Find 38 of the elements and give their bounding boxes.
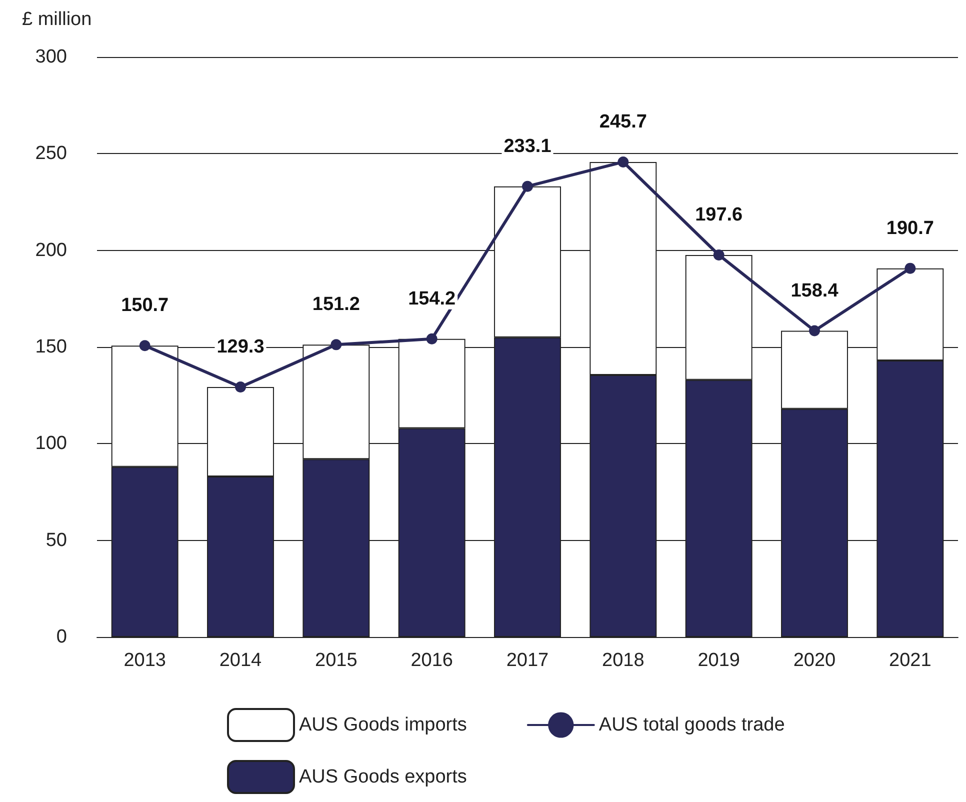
data-label: 190.7 [886, 218, 934, 239]
y-tick-label: 300 [35, 46, 67, 68]
x-tick-label: 2020 [793, 650, 836, 671]
y-axis-title: £ million [22, 9, 92, 30]
point [330, 339, 342, 350]
legend-label: AUS Goods exports [299, 766, 467, 788]
point [426, 333, 438, 344]
point [618, 156, 629, 168]
y-tick-label: 0 [56, 626, 67, 648]
legend-label: AUS total goods trade [598, 714, 785, 736]
point [809, 325, 820, 336]
x-tick-label: 2014 [219, 650, 262, 671]
x-tick-label: 2017 [506, 650, 549, 671]
x-tick-label: 2018 [602, 650, 644, 671]
legend-label: AUS Goods imports [299, 714, 467, 736]
data-label: 233.1 [504, 136, 552, 157]
x-tick-label: 2016 [410, 650, 453, 671]
data-label: 158.4 [790, 280, 839, 302]
point [713, 249, 724, 260]
point [235, 382, 246, 393]
data-label: 154.2 [408, 288, 456, 310]
point [904, 262, 916, 274]
x-tick-label: 2015 [315, 650, 358, 671]
point [522, 180, 533, 192]
point [139, 340, 150, 352]
x-tick-label: 2019 [698, 650, 740, 671]
y-tick-label: 200 [35, 240, 67, 261]
y-tick-label: 50 [46, 530, 67, 551]
x-tick-label: 2013 [124, 650, 166, 671]
y-tick-label: 100 [35, 433, 67, 454]
y-tick-label: 150 [35, 336, 67, 358]
data-label: 151.2 [312, 294, 360, 316]
data-label: 245.7 [599, 111, 647, 132]
x-tick-label: 2021 [889, 650, 932, 671]
data-label: 197.6 [695, 204, 743, 226]
data-label: 129.3 [216, 336, 264, 358]
data-label: 150.7 [121, 295, 169, 316]
y-tick-label: 250 [35, 143, 67, 164]
